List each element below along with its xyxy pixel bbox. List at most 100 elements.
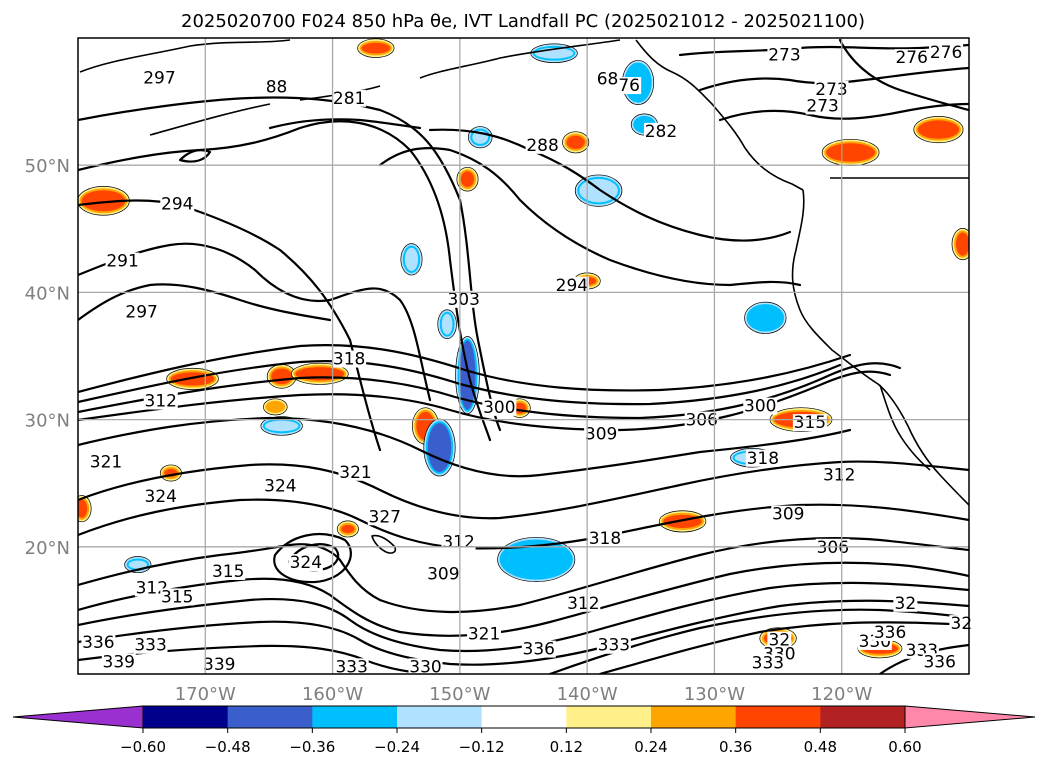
- colorbar-tick-label: −0.60: [120, 738, 166, 756]
- contour-label-background: [584, 425, 619, 443]
- contour-label: 300: [744, 397, 776, 417]
- ivt-shaded-region-core: [361, 42, 391, 54]
- contour-label-background: [332, 350, 367, 368]
- colorbar-tick-label: 0.12: [550, 738, 583, 756]
- contour-label: 76: [618, 76, 640, 96]
- colorbar-segment: [820, 706, 906, 728]
- contour-label-background: [101, 653, 136, 671]
- contour-label-background: [133, 636, 168, 654]
- contour-label: 294: [161, 194, 193, 214]
- contour-label: 315: [161, 587, 193, 607]
- contour-label: 318: [747, 449, 779, 469]
- contour-label-background: [288, 554, 323, 572]
- ivt-shaded-region-core: [81, 190, 126, 212]
- contour-label-background: [142, 69, 177, 87]
- contour-label-background: [143, 487, 178, 505]
- contour-label: 276: [930, 43, 962, 63]
- contour-label-background: [814, 80, 849, 98]
- contour-label: 315: [794, 413, 826, 433]
- lat-lon-gridlines: [78, 38, 969, 674]
- colorbar-segment: [651, 706, 737, 728]
- contour-label: 324: [145, 487, 177, 507]
- contour-label: 291: [106, 252, 138, 272]
- contour-label-background: [446, 290, 481, 308]
- figure-title: 2025020700 F024 850 hPa θe, IVT Landfall…: [181, 11, 865, 32]
- contour-label: 321: [90, 453, 122, 473]
- colorbar-upper-extension: [904, 705, 1036, 729]
- contour-label: 88: [266, 77, 288, 97]
- contour-label: 336: [923, 652, 955, 672]
- ivt-shaded-region-core: [271, 368, 293, 385]
- longitude-tick-label: 160°W: [302, 684, 363, 705]
- contour-label-background: [745, 449, 780, 467]
- contour-label-background: [643, 122, 678, 140]
- ivt-shaded-region-core: [441, 313, 453, 335]
- contour-label-background: [771, 505, 806, 523]
- contour-label: 68: [597, 70, 619, 90]
- ivt-shaded-region-core: [459, 340, 476, 410]
- contour-label: 333: [335, 657, 367, 677]
- colorbar-segment: [397, 706, 483, 728]
- contour-label: 312: [136, 579, 168, 599]
- ivt-shaded-region-core: [264, 420, 299, 432]
- contour-label-background: [263, 477, 298, 495]
- map-frame: [77, 37, 970, 675]
- contour-label: 309: [772, 505, 804, 525]
- contour-label: 339: [103, 652, 135, 672]
- contour-label: 309: [585, 425, 617, 445]
- contour-label-background: [160, 588, 195, 606]
- contour-label: 336: [82, 633, 114, 653]
- contour-label-background: [596, 636, 631, 654]
- ivt-shaded-region-core: [501, 541, 571, 578]
- contour-label: 315: [212, 562, 244, 582]
- contour-label: 339: [203, 655, 235, 675]
- contour-label-background: [467, 625, 502, 643]
- longitude-tick-label: 150°W: [429, 684, 490, 705]
- contour-label: 288: [526, 136, 558, 156]
- ivt-shaded-region-core: [341, 524, 355, 534]
- contour-label: 297: [125, 302, 157, 322]
- contour-label-background: [894, 49, 929, 67]
- contour-label: 300: [483, 398, 515, 418]
- contour-label-background: [554, 276, 589, 294]
- us-west-coastline: [791, 189, 969, 506]
- colorbar-segment: [312, 706, 398, 728]
- colorbar-tick-label: 0.36: [719, 738, 752, 756]
- ivt-shaded-region-core: [826, 143, 876, 162]
- colorbar-segment: [481, 706, 567, 728]
- ivt-shaded-region-core: [917, 120, 960, 139]
- contour-label-background: [822, 466, 857, 484]
- colorbar: −0.60 −0.48 −0.36 −0.24 −0.12 0.12 0.24 0.36 0.4…: [12, 705, 1036, 756]
- contour-label: 281: [333, 89, 365, 109]
- contour-label-background: [525, 136, 560, 154]
- contour-label: 312: [823, 465, 855, 485]
- contour-label: 297: [143, 68, 175, 88]
- contour-label-background: [566, 594, 601, 612]
- ivt-shaded-region-core: [956, 232, 969, 256]
- contour-label: 312: [145, 392, 177, 412]
- colorbar-tick-label: −0.48: [205, 738, 251, 756]
- contour-label: 273: [815, 80, 847, 100]
- contour-label-background: [81, 634, 116, 652]
- latitude-tick-label: 50°N: [25, 156, 70, 177]
- colorbar-lower-extension: [12, 705, 144, 729]
- contour-label-background: [408, 658, 443, 676]
- contour-label-background: [426, 565, 461, 583]
- ivt-shaded-region-core: [566, 135, 585, 149]
- contour-label-background: [89, 453, 124, 471]
- colorbar-segment: [227, 706, 313, 728]
- longitude-tick-label: 170°W: [175, 684, 236, 705]
- colorbar-tick-label: −0.36: [289, 738, 335, 756]
- longitude-labels: 170°W 160°W 150°W 140°W 130°W 120°W: [175, 684, 873, 705]
- ivt-shaded-region-core: [460, 171, 475, 188]
- contour-label-background: [521, 640, 556, 658]
- contour-label-background: [587, 529, 622, 547]
- contour-label-background: [873, 624, 908, 642]
- contour-label: 294: [556, 276, 588, 296]
- ivt-shaded-region-core: [404, 247, 419, 272]
- ivt-shaded-region-core: [267, 402, 284, 411]
- contour-label-background: [202, 655, 237, 673]
